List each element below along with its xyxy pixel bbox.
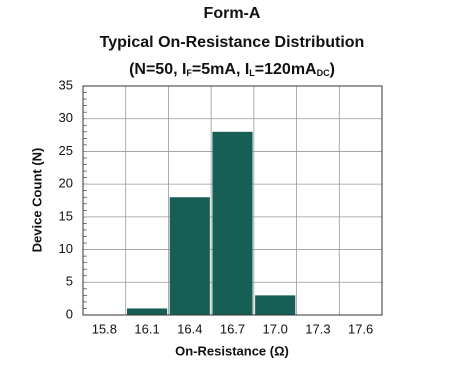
y-tick-label: 35 [59,77,73,92]
x-tick-label: 16.1 [134,321,159,336]
y-axis-title: Device Count (N) [29,148,44,253]
bar [255,295,296,315]
subtitle-part: (N=50, I [129,61,186,78]
x-tick-label: 16.7 [220,321,245,336]
x-tick-label: 17.3 [305,321,330,336]
y-tick-label: 10 [59,241,73,256]
y-tick-label: 25 [59,143,73,158]
subscript: F [186,68,192,78]
chart-subtitle: (N=50, IF=5mA, IL=120mADC) [129,61,335,78]
chart-title: Typical On-Resistance Distribution [100,34,365,51]
plot-frame [82,85,383,316]
y-tick-label: 5 [66,274,73,289]
subtitle-part: ) [330,61,335,78]
subtitle-part: =5mA, I [192,61,249,78]
y-tick-label: 0 [66,306,73,321]
y-tick-label: 30 [59,110,73,125]
bar [212,131,253,315]
bar [126,308,168,315]
bar [169,197,210,315]
subscript: DC [317,68,330,78]
subtitle-part: =120mA [255,61,317,78]
x-tick-label: 15.8 [92,321,117,336]
x-tick-label: 17.6 [348,321,373,336]
y-tick-label: 15 [59,208,73,223]
x-tick-label: 16.4 [177,321,202,336]
x-axis-title: On-Resistance (Ω) [175,343,289,358]
subscript: L [249,68,255,78]
y-tick-label: 20 [59,176,73,191]
x-tick-label: 17.0 [263,321,288,336]
chart-title: Form-A [204,5,261,22]
